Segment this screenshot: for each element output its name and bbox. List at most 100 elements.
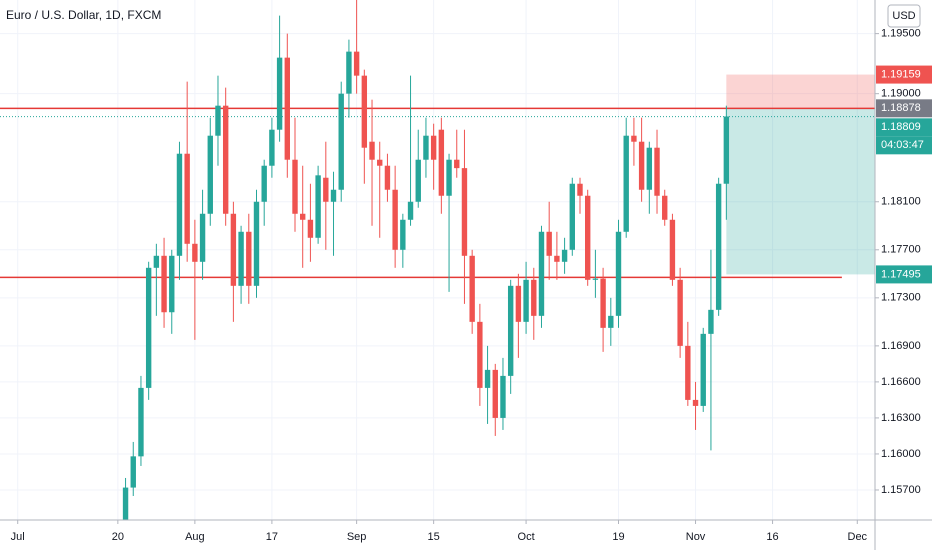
price-label-box: [876, 99, 932, 118]
candle-body: [577, 183, 583, 196]
candle-body: [207, 135, 213, 214]
candle-body: [531, 279, 537, 316]
candle-body: [708, 309, 714, 334]
countdown: 04:03:47: [881, 139, 924, 151]
candle-body: [469, 255, 475, 322]
candle-body: [161, 255, 167, 313]
candle-body: [215, 105, 221, 136]
candle-body: [662, 195, 668, 220]
candle-body: [608, 315, 614, 328]
chart-title: Euro / U.S. Dollar, 1D, FXCM: [6, 8, 161, 22]
candle-body: [238, 231, 244, 286]
candle-body: [438, 129, 445, 196]
candle-body: [269, 129, 275, 166]
x-tick-label: Dec: [848, 531, 868, 543]
y-tick-label: 1.15700: [881, 484, 921, 496]
candle-body: [677, 279, 683, 346]
countdown-box: [876, 136, 932, 155]
target-zone: [726, 108, 875, 275]
candle-body: [669, 219, 676, 280]
candle-body: [261, 165, 267, 202]
y-tick-label: 1.19500: [881, 28, 921, 40]
candle-body: [184, 153, 190, 244]
candle-body: [246, 231, 252, 286]
candle-body: [546, 231, 552, 256]
candle-body: [199, 213, 206, 262]
y-tick-label: 1.18100: [881, 196, 921, 208]
candle-body: [500, 375, 506, 418]
candle-body: [400, 219, 406, 250]
candle-body: [523, 279, 529, 322]
x-tick-label: 17: [266, 531, 278, 543]
stop-zone: [726, 74, 875, 109]
y-tick-label: 1.16300: [881, 412, 921, 424]
candle-body: [700, 333, 706, 406]
price-label: 1.17495: [881, 268, 921, 280]
candle-body: [623, 135, 629, 232]
x-tick-label: Aug: [185, 531, 205, 543]
candle-body: [515, 285, 522, 322]
currency-box[interactable]: [887, 4, 921, 28]
candle-body: [685, 345, 691, 400]
candle-body: [300, 213, 306, 220]
candle-body: [122, 487, 129, 520]
candle-body: [631, 135, 637, 142]
candle-body: [461, 168, 468, 256]
plot-area: [0, 0, 875, 520]
x-tick-label: 16: [766, 531, 778, 543]
candle-body: [600, 278, 606, 328]
candle-body: [169, 255, 175, 313]
candle-body: [692, 399, 699, 406]
candle-body: [415, 159, 421, 202]
candle-body: [315, 175, 321, 238]
candle-body: [554, 255, 560, 262]
y-tick-label: 1.16600: [881, 376, 921, 388]
candle-body: [130, 456, 136, 488]
candle-body: [145, 267, 152, 388]
x-tick-label: Oct: [518, 531, 535, 543]
grid: [0, 0, 875, 520]
candle-body: [392, 189, 398, 250]
price-label: 1.19159: [881, 68, 921, 80]
candle-body: [407, 201, 414, 220]
candle-body: [477, 321, 483, 388]
x-tick-label: Nov: [686, 531, 706, 543]
candle-body: [654, 147, 660, 196]
price-label-box: [876, 65, 932, 84]
candle-body: [723, 116, 730, 184]
candle-body: [454, 159, 460, 169]
y-tick-label: 1.19000: [881, 88, 921, 100]
candle-body: [230, 213, 237, 286]
candle-body: [276, 57, 283, 130]
candle-body: [353, 51, 360, 76]
candle-body: [338, 93, 344, 190]
candle-body: [484, 369, 491, 388]
candle-body: [446, 159, 452, 196]
candle-body: [138, 387, 144, 457]
candle-body: [292, 159, 298, 214]
x-tick-label: Jul: [11, 531, 25, 543]
price-label: 1.18809: [881, 121, 921, 133]
candle-body: [369, 141, 375, 160]
candle-body: [153, 255, 160, 268]
candle-body: [585, 195, 591, 280]
x-tick-label: 20: [112, 531, 124, 543]
x-tick-label: 19: [612, 531, 624, 543]
x-tick-label: 15: [428, 531, 440, 543]
y-tick-label: 1.17700: [881, 244, 921, 256]
candle-body: [715, 183, 722, 310]
candle-body: [423, 135, 429, 160]
candle-body: [377, 159, 383, 166]
candle-body: [430, 135, 437, 160]
candle-body: [361, 75, 368, 148]
candle-body: [646, 147, 653, 190]
candle-body: [253, 201, 260, 286]
y-tick-label: 1.16900: [881, 340, 921, 352]
y-tick-label: 1.17300: [881, 292, 921, 304]
currency[interactable]: USD: [892, 10, 915, 22]
price-label: 1.18878: [881, 102, 921, 114]
candle-body: [492, 369, 498, 418]
candle-body: [222, 105, 229, 214]
